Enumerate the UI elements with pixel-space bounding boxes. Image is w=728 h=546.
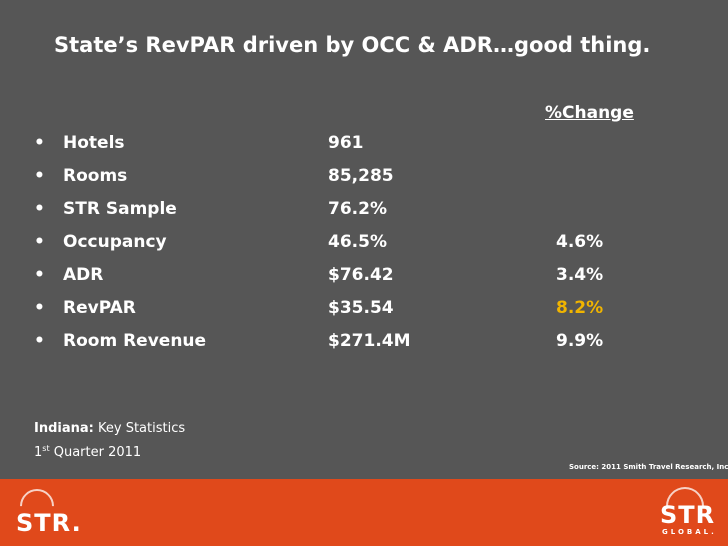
caption-line-1: Indiana: Key Statistics [34,419,185,439]
str-global-logo: STR GLOBAL. [656,479,720,539]
bullet: • [34,232,45,252]
caption-quarter-num: 1 [34,445,43,460]
row-change: 4.6% [556,232,604,252]
str-logo-text: STR. [16,509,82,537]
str-global-logo-sub: GLOBAL. [662,528,717,536]
str-logo: STR. [12,481,81,537]
row-value: $271.4M [328,331,411,351]
row-value: $76.42 [328,265,394,285]
list-item: • Rooms 85,285 [0,166,728,199]
bullet: • [34,298,45,318]
list-item: • ADR $76.42 3.4% [0,265,728,298]
list-item: • Room Revenue $271.4M 9.9% [0,331,728,364]
list-item: • RevPAR $35.54 8.2% [0,298,728,331]
list-item: • STR Sample 76.2% [0,199,728,232]
row-label: Room Revenue [63,331,207,351]
list-item: • Occupancy 46.5% 4.6% [0,232,728,265]
caption-line-2: 1st Quarter 2011 [34,439,185,463]
str-global-logo-text: STR [660,501,716,529]
change-column-header: %Change [545,103,634,123]
bullet: • [34,265,45,285]
bullet: • [34,331,45,351]
row-label: RevPAR [63,298,136,318]
row-value: $35.54 [328,298,394,318]
statistics-list: • Hotels 961 • Rooms 85,285 • STR Sample… [0,133,728,364]
row-value: 961 [328,133,364,153]
row-change-highlight: 8.2% [556,298,604,318]
footer-bar: STR. STR GLOBAL. [0,479,728,546]
row-label: STR Sample [63,199,177,219]
row-value: 85,285 [328,166,394,186]
row-label: Hotels [63,133,125,153]
caption-state: Indiana: [34,421,94,436]
row-label: Occupancy [63,232,167,252]
caption: Indiana: Key Statistics 1st Quarter 2011 [34,419,185,463]
bullet: • [34,166,45,186]
list-item: • Hotels 961 [0,133,728,166]
slide-title: State’s RevPAR driven by OCC & ADR…good … [54,33,651,57]
caption-quarter-rest: Quarter 2011 [49,445,142,460]
row-label: Rooms [63,166,128,186]
row-value: 76.2% [328,199,387,219]
caption-subtitle: Key Statistics [93,421,186,436]
row-change: 3.4% [556,265,604,285]
caption-quarter-sup: st [42,444,50,453]
source-note: Source: 2011 Smith Travel Research, Inc. [569,463,728,471]
row-label: ADR [63,265,104,285]
row-value: 46.5% [328,232,387,252]
row-change: 9.9% [556,331,604,351]
bullet: • [34,133,45,153]
bullet: • [34,199,45,219]
